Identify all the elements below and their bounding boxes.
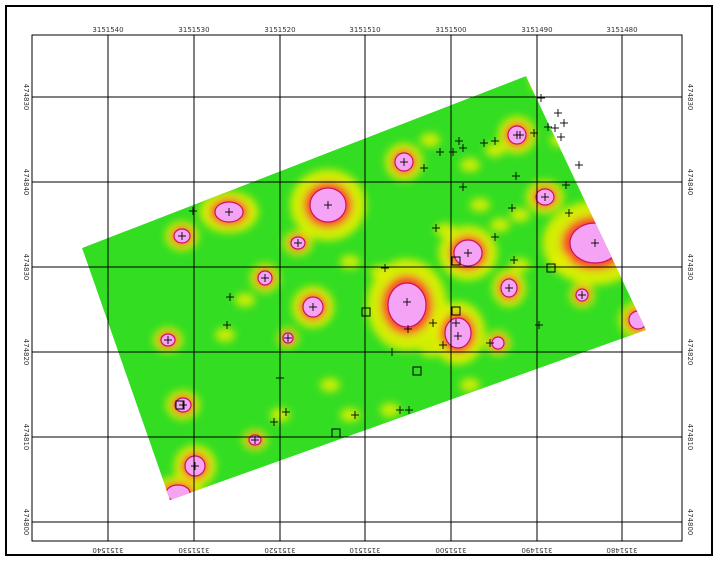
survey-patch bbox=[380, 403, 400, 417]
square-marker bbox=[175, 400, 185, 410]
anomaly-core bbox=[539, 76, 559, 89]
survey-markers bbox=[164, 94, 599, 470]
survey-patch bbox=[235, 293, 255, 307]
square-marker bbox=[412, 366, 422, 376]
northing-labels-left: 474830 474840 474830 474820 474810 47480… bbox=[22, 84, 30, 536]
survey-patch bbox=[510, 208, 530, 222]
northing-label-right: 474810 bbox=[686, 424, 694, 451]
northing-label-right: 474830 bbox=[686, 254, 694, 281]
anomaly-halo bbox=[530, 76, 568, 95]
square-marker bbox=[331, 428, 341, 438]
survey-patch bbox=[490, 218, 510, 232]
easting-labels-top: 3151540 3151530 3151520 3151510 3151500 … bbox=[92, 26, 637, 34]
survey-patch bbox=[460, 378, 480, 392]
easting-label-bottom: 3151480 bbox=[606, 546, 637, 554]
northing-labels-right: 474830 474840 474830 474820 474810 47480… bbox=[686, 84, 694, 536]
easting-label-top: 3151520 bbox=[264, 26, 295, 34]
anomaly-halo bbox=[536, 76, 562, 91]
easting-label-bottom: 3151540 bbox=[92, 546, 123, 554]
survey-patch bbox=[215, 328, 235, 342]
easting-label-bottom: 3151510 bbox=[349, 546, 380, 554]
easting-label-bottom: 3151520 bbox=[264, 546, 295, 554]
northing-label-left: 474840 bbox=[22, 169, 30, 196]
survey-patch bbox=[485, 143, 505, 157]
survey-patch bbox=[550, 253, 570, 267]
easting-label-top: 3151540 bbox=[92, 26, 123, 34]
survey-patch bbox=[550, 133, 570, 147]
easting-label-top: 3151530 bbox=[178, 26, 209, 34]
coordinate-grid bbox=[32, 35, 682, 541]
survey-patch bbox=[435, 223, 455, 237]
northing-label-right: 474830 bbox=[686, 84, 694, 111]
survey-area bbox=[82, 76, 646, 500]
square-marker bbox=[546, 263, 556, 273]
survey-patch bbox=[460, 158, 480, 172]
anomaly-core bbox=[628, 310, 646, 330]
northing-label-right: 474840 bbox=[686, 169, 694, 196]
square-marker bbox=[451, 256, 461, 266]
map-neatline bbox=[31, 34, 683, 542]
northing-label-left: 474810 bbox=[22, 424, 30, 451]
northing-label-left: 474800 bbox=[22, 509, 30, 536]
northing-label-left: 474830 bbox=[22, 84, 30, 111]
survey-patch bbox=[420, 343, 440, 357]
northing-label-right: 474800 bbox=[686, 509, 694, 536]
survey-patch bbox=[470, 198, 490, 212]
survey-patch bbox=[320, 378, 340, 392]
anomaly-core bbox=[165, 484, 191, 500]
easting-label-bottom: 3151500 bbox=[435, 546, 466, 554]
easting-label-top: 3151500 bbox=[435, 26, 466, 34]
easting-label-bottom: 3151530 bbox=[178, 546, 209, 554]
square-marker bbox=[451, 306, 461, 316]
easting-label-top: 3151510 bbox=[349, 26, 380, 34]
northing-label-left: 474830 bbox=[22, 254, 30, 281]
survey-patch bbox=[510, 258, 530, 272]
easting-labels-bottom: 3151540 3151530 3151520 3151510 3151500 … bbox=[92, 546, 637, 554]
easting-label-top: 3151480 bbox=[606, 26, 637, 34]
northing-label-left: 474820 bbox=[22, 339, 30, 366]
northing-label-right: 474820 bbox=[686, 339, 694, 366]
easting-label-bottom: 3151490 bbox=[521, 546, 552, 554]
survey-patch bbox=[340, 255, 360, 269]
survey-patch bbox=[420, 133, 440, 147]
square-marker bbox=[361, 307, 371, 317]
easting-label-top: 3151490 bbox=[521, 26, 552, 34]
